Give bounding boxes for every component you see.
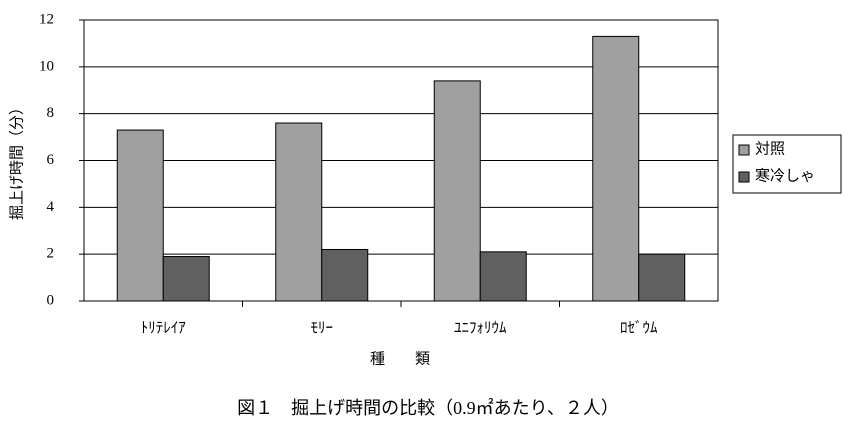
- x-tick-label: ﾄﾘﾃﾚｲｱ: [141, 320, 187, 336]
- legend-label: 寒冷しゃ: [755, 166, 815, 184]
- legend-swatch: [738, 171, 750, 183]
- y-tick-label: 12: [39, 11, 54, 27]
- bar: [592, 35, 640, 302]
- legend-box: [732, 134, 842, 194]
- bar: [321, 248, 369, 302]
- y-tick-label: 10: [39, 58, 54, 74]
- y-tick-label: 8: [47, 105, 55, 121]
- legend-label: 対照: [755, 140, 785, 157]
- bar: [162, 256, 210, 302]
- chart-title: 図１ 掘上げ時間の比較（0.9㎡あたり、２人）: [237, 397, 619, 418]
- y-axis-label: 掘上げ時間（分）: [8, 100, 25, 220]
- bar: [433, 80, 481, 302]
- x-axis-label: 種 類: [370, 350, 430, 367]
- y-tick-label: 2: [47, 246, 55, 262]
- x-tick-label: ﾓﾘｰ: [310, 320, 333, 336]
- x-tick-label: ﾛｾﾞｳﾑ: [620, 319, 658, 336]
- y-tick-label: 4: [47, 199, 55, 215]
- bar: [275, 122, 323, 302]
- x-tick-label: ﾕﾆﾌｫﾘｳﾑ: [454, 320, 507, 336]
- legend-swatch: [738, 144, 750, 156]
- bar: [638, 253, 686, 302]
- bar: [479, 251, 527, 302]
- y-tick-label: 0: [47, 292, 55, 308]
- y-tick-label: 6: [47, 152, 55, 168]
- bar: [116, 129, 164, 302]
